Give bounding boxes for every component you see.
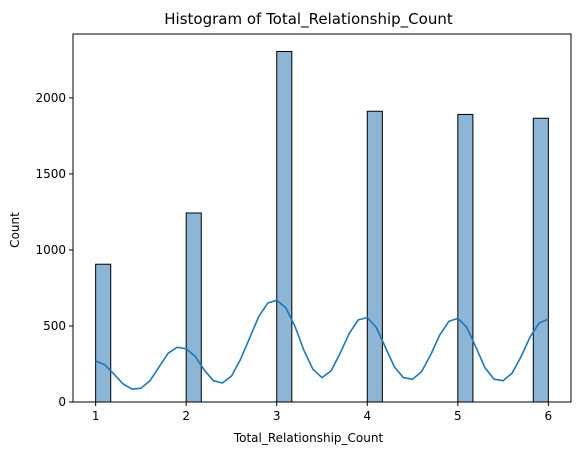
histogram-bar — [366, 110, 383, 403]
histogram-bar — [95, 263, 112, 403]
y-tick-label: 2000 — [35, 91, 66, 105]
y-tick-label: 500 — [43, 319, 66, 333]
histogram-bar — [276, 50, 293, 403]
x-tick-label: 4 — [363, 409, 371, 423]
x-tick-label: 2 — [182, 409, 190, 423]
histogram-bar — [185, 212, 202, 403]
x-axis-label: Total_Relationship_Count — [233, 431, 384, 445]
kde-curve — [95, 299, 549, 390]
y-tick-label: 0 — [58, 395, 66, 409]
x-tick-label: 6 — [545, 409, 553, 423]
x-tick-label: 3 — [273, 409, 281, 423]
histogram-bar — [532, 117, 549, 403]
y-tick-label: 1500 — [35, 167, 66, 181]
histogram-bar — [457, 113, 474, 403]
y-tick-label: 1000 — [35, 243, 66, 257]
chart-title: Histogram of Total_Relationship_Count — [164, 10, 453, 29]
x-tick-label: 1 — [92, 409, 100, 423]
y-axis-label: Count — [8, 212, 22, 248]
x-tick-label: 5 — [454, 409, 462, 423]
plot-frame — [72, 33, 572, 403]
